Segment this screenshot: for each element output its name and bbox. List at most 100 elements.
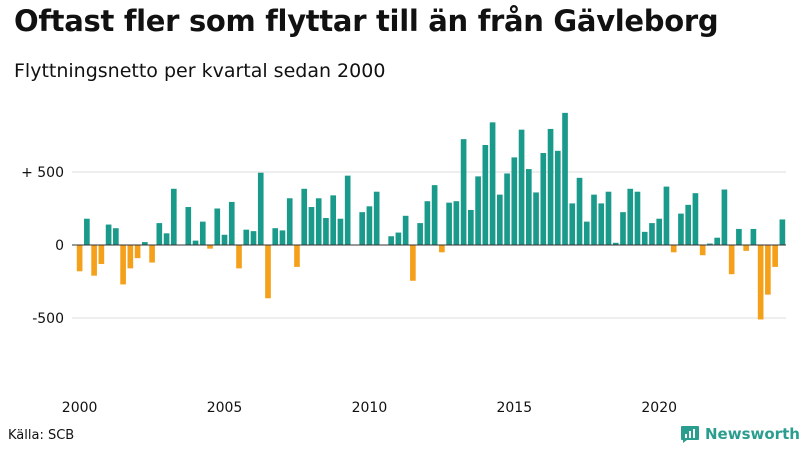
x-tick-label: 2010 — [352, 400, 388, 416]
bar — [410, 245, 416, 281]
bar — [170, 188, 177, 245]
source-note: Källa: SCB — [8, 428, 75, 443]
bar — [127, 245, 134, 269]
bar — [707, 243, 713, 245]
bar — [402, 215, 409, 245]
chart-title: Oftast fler som flyttar till än från Gäv… — [14, 4, 719, 38]
bar — [294, 245, 300, 267]
bar — [214, 208, 221, 245]
bar — [142, 242, 148, 245]
bar — [431, 185, 438, 245]
bar — [547, 128, 554, 245]
bar-chart-logo-icon — [681, 426, 699, 443]
bar — [91, 245, 97, 276]
x-tick-label: 2020 — [641, 400, 677, 416]
bar — [228, 201, 235, 245]
bar — [265, 245, 271, 299]
brand-name: Newsworthy — [705, 425, 800, 443]
bar — [649, 223, 655, 245]
bar — [634, 191, 641, 245]
bar — [286, 198, 293, 245]
y-tick-label: -500 — [32, 311, 64, 327]
bar — [576, 177, 583, 245]
bar — [98, 245, 105, 264]
bar — [199, 221, 206, 245]
bar — [388, 236, 394, 245]
bar — [257, 172, 264, 245]
bar — [663, 186, 670, 245]
bar — [279, 230, 286, 245]
newsworthy-logo[interactable]: Newsworthy — [680, 425, 800, 443]
bar — [84, 218, 90, 245]
bar — [569, 203, 576, 245]
bar — [562, 112, 568, 246]
bar — [308, 207, 315, 245]
bar — [627, 188, 634, 245]
bar — [554, 150, 561, 245]
bar — [475, 176, 481, 245]
bar — [518, 129, 525, 245]
x-tick-label: 2005 — [207, 400, 243, 416]
bar — [699, 245, 706, 256]
bar — [504, 173, 510, 245]
bar — [533, 192, 539, 245]
bar — [525, 169, 532, 245]
bar — [670, 245, 677, 253]
bar — [678, 213, 684, 245]
bar — [373, 191, 380, 245]
bar — [598, 203, 605, 245]
bar — [620, 212, 626, 245]
bar — [736, 228, 742, 245]
bar — [120, 245, 126, 285]
bar — [757, 245, 764, 320]
bar — [656, 218, 663, 245]
bar — [772, 245, 778, 267]
bar — [453, 201, 460, 245]
bar — [207, 245, 213, 249]
bar — [76, 245, 83, 272]
bar — [113, 228, 119, 245]
bar — [685, 204, 692, 245]
bar — [395, 232, 402, 245]
bar — [192, 240, 199, 245]
bar — [591, 194, 597, 245]
bar — [243, 229, 250, 245]
bar — [583, 221, 590, 245]
bar — [424, 201, 431, 245]
bar — [446, 202, 452, 245]
bar — [641, 231, 648, 245]
bar — [344, 175, 351, 245]
bar — [460, 139, 467, 245]
bar — [337, 218, 344, 245]
bar — [765, 245, 771, 295]
bar — [149, 245, 155, 263]
bar — [612, 242, 619, 245]
bar — [743, 245, 749, 251]
bar — [185, 207, 192, 245]
bar — [323, 217, 329, 245]
bar — [540, 153, 547, 245]
bar — [511, 157, 518, 245]
bar — [315, 198, 322, 245]
chart-subtitle: Flyttningsnetto per kvartal sedan 2000 — [14, 60, 386, 82]
bar — [163, 233, 170, 245]
bar — [728, 245, 735, 275]
bar — [714, 237, 720, 245]
bar — [605, 191, 612, 245]
bar — [692, 193, 699, 245]
x-tick-label: 2000 — [62, 400, 98, 416]
bar — [439, 245, 445, 253]
bar — [330, 195, 337, 245]
bar — [489, 122, 496, 245]
y-tick-label: + 500 — [21, 165, 64, 181]
bar — [482, 144, 489, 245]
bar — [750, 228, 757, 245]
bar — [417, 223, 423, 245]
bar — [468, 209, 474, 245]
bar — [301, 188, 308, 245]
bar — [721, 189, 728, 245]
bar — [156, 223, 163, 245]
x-tick-label: 2015 — [496, 400, 532, 416]
bar — [221, 234, 228, 245]
